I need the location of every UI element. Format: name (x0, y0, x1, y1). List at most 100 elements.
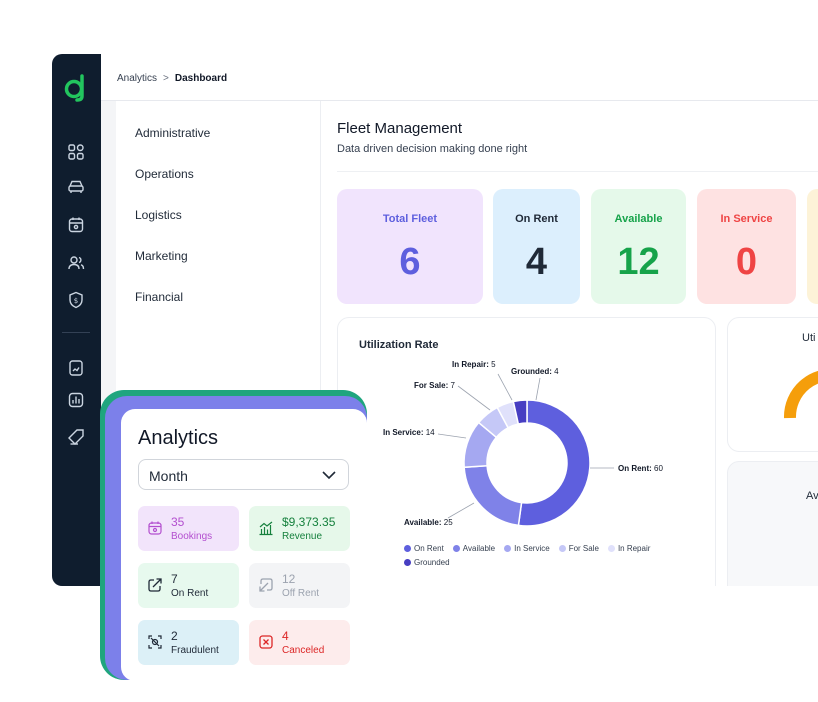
revenue-chart-icon (259, 521, 273, 536)
leader-line (535, 377, 541, 401)
analytics-title: Analytics (138, 427, 219, 449)
tile-canceled[interactable]: 4 Canceled (249, 620, 350, 665)
callout-value: 60 (654, 464, 663, 473)
breadcrumb: Analytics > Dashboard (117, 73, 227, 84)
brand-logo-icon (64, 74, 84, 102)
callout-for-sale: For Sale: 7 (414, 381, 455, 390)
availability-card: Av (727, 461, 818, 586)
submenu-item-financial[interactable]: Financial (135, 290, 184, 304)
tile-label: Fraudulent (171, 645, 219, 656)
legend-label: On Rent (414, 544, 444, 553)
leader-line (447, 502, 475, 519)
kpi-total-fleet: Total Fleet 6 (337, 189, 483, 304)
kpi-value: 0 (735, 241, 758, 283)
callout-grounded: Grounded: 4 (511, 367, 559, 376)
callout-label: In Service (383, 428, 421, 437)
submenu-item-operations[interactable]: Operations (135, 167, 194, 181)
tile-value: 12 (282, 572, 296, 586)
tile-off-rent[interactable]: 12 Off Rent (249, 563, 350, 608)
bar-chart-icon[interactable] (66, 390, 86, 410)
legend-label: Grounded (414, 558, 450, 567)
legend-item[interactable]: In Repair (607, 544, 650, 553)
submenu-item-logistics[interactable]: Logistics (135, 208, 182, 222)
tile-value: 4 (282, 629, 289, 643)
callout-value: 5 (491, 360, 496, 369)
legend-swatch (404, 545, 411, 552)
legend-swatch (504, 545, 512, 552)
submenu-item-marketing[interactable]: Marketing (135, 249, 188, 263)
top-bar: Analytics > Dashboard (101, 54, 818, 101)
tile-bookings[interactable]: 35 Bookings (138, 506, 239, 551)
legend-item[interactable]: Grounded (404, 558, 450, 567)
legend-item[interactable]: For Sale (558, 544, 599, 553)
users-icon[interactable] (66, 253, 86, 273)
analytics-panel: Analytics Month 35 Bookings $9,373.35 Re… (121, 409, 367, 681)
utilization-gauge-card: Uti (727, 317, 818, 452)
callout-available: Available: 25 (404, 518, 453, 527)
callout-label: Grounded (511, 367, 550, 376)
tile-revenue[interactable]: $9,373.35 Revenue (249, 506, 350, 551)
legend-label: For Sale (568, 544, 599, 553)
breadcrumb-parent[interactable]: Analytics (117, 73, 158, 84)
callout-label: On Rent (618, 464, 650, 473)
callout-in-repair: In Repair: 5 (452, 360, 496, 369)
kpi-value: 6 (399, 241, 421, 283)
availability-card-title: Av (806, 490, 818, 502)
kpi-partial-card (807, 189, 818, 304)
callout-on-rent: On Rent: 60 (618, 464, 663, 473)
callout-value: 14 (425, 428, 435, 437)
donut-slice-grounded[interactable] (512, 399, 528, 425)
main-content: Fleet Management Data driven decision ma… (320, 101, 818, 586)
submenu-item-administrative[interactable]: Administrative (135, 126, 211, 140)
off-rent-icon (259, 578, 273, 592)
icon-rail: $ (52, 54, 101, 586)
leader-line (497, 373, 513, 401)
legend-item[interactable]: In Service (504, 544, 550, 553)
legend-label: Available (462, 544, 496, 553)
donut-slice-on-rent[interactable] (517, 399, 591, 527)
utilization-donut-chart (437, 373, 614, 527)
leader-line (457, 385, 491, 411)
callout-value: 4 (554, 367, 559, 376)
header-divider (337, 171, 818, 172)
period-select-value: Month (149, 468, 188, 484)
shield-dollar-icon[interactable]: $ (66, 290, 86, 310)
chart-legend: On Rent Available In Service For Sale In Rep… (404, 544, 674, 572)
legend-swatch (452, 545, 460, 552)
legend-item[interactable]: On Rent (404, 544, 444, 553)
kpi-label: In Service (720, 213, 773, 225)
utilization-card: Utilization Rate In Repair: 5 Grounded: … (337, 317, 716, 586)
gauge-arc-icon (784, 370, 818, 419)
car-icon[interactable] (66, 177, 86, 197)
breadcrumb-current: Dashboard (174, 73, 228, 84)
legend-item[interactable]: Available (452, 544, 496, 553)
rail-divider (62, 332, 90, 333)
calendar-icon[interactable] (66, 215, 86, 235)
period-select[interactable]: Month (138, 459, 349, 490)
tile-fraudulent[interactable]: 2 Fraudulent (138, 620, 239, 665)
tile-label: Revenue (282, 531, 323, 542)
page-subtitle: Data driven decision making done right (337, 143, 528, 155)
cancel-icon (259, 635, 273, 649)
breadcrumb-separator: > (163, 73, 169, 84)
tile-on-rent[interactable]: 7 On Rent (138, 563, 239, 608)
svg-text:$: $ (74, 297, 78, 305)
tile-value: 7 (171, 572, 178, 586)
utilization-title: Utilization Rate (359, 339, 439, 351)
tag-icon[interactable] (66, 427, 86, 447)
analytics-popup: Analytics Month 35 Bookings $9,373.35 Re… (100, 390, 367, 682)
on-rent-icon (148, 578, 162, 592)
callout-value: 25 (443, 518, 453, 527)
fraud-icon (148, 635, 162, 649)
report-icon[interactable] (66, 358, 86, 378)
legend-swatch (558, 545, 566, 552)
kpi-available: Available 12 (591, 189, 686, 304)
callout-in-service: In Service: 14 (383, 428, 435, 437)
tile-label: Off Rent (282, 588, 320, 599)
tile-label: Canceled (282, 645, 325, 656)
tile-value: $9,373.35 (282, 515, 336, 529)
tile-value: 35 (171, 515, 185, 529)
donut-slice-available[interactable] (463, 464, 523, 527)
grid-icon[interactable] (66, 142, 86, 162)
